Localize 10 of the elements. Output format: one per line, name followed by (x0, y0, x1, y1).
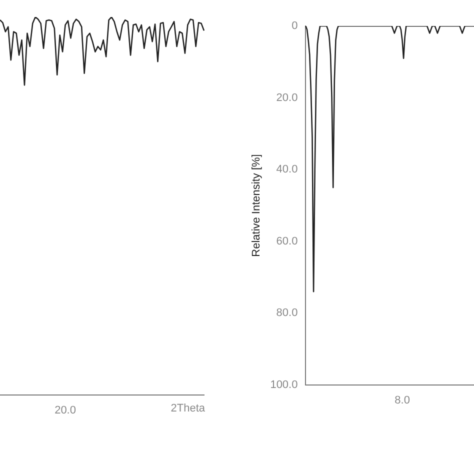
y-axis-title: Relative Intensity [%] (250, 154, 263, 257)
y-tick-label: 80.0 (276, 307, 298, 320)
y-tick-label: 100.0 (270, 379, 298, 392)
y-tick-label: 40.0 (276, 164, 298, 176)
y-tick-label: 60.0 (276, 235, 298, 248)
y-tick-label: 0 (292, 20, 298, 32)
y-tick-label: 20.0 (276, 92, 298, 104)
text: 20.0 (54, 404, 76, 417)
text: 8.0 (394, 394, 410, 407)
x-axis-title: 2Theta (170, 402, 206, 415)
